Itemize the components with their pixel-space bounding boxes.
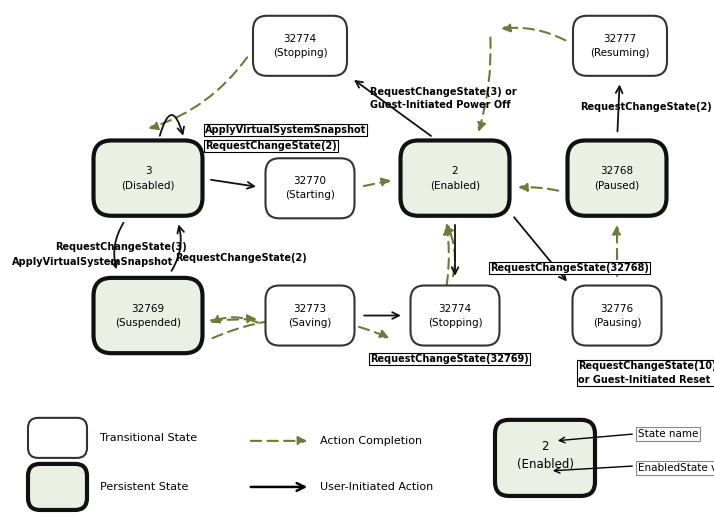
Text: 32777
(Resuming): 32777 (Resuming) [590,34,650,58]
Text: RequestChangeState(2): RequestChangeState(2) [580,102,712,112]
Text: RequestChangeState(3): RequestChangeState(3) [55,242,187,252]
FancyBboxPatch shape [28,418,87,458]
Text: 32770
(Starting): 32770 (Starting) [285,176,335,200]
Text: RequestChangeState(2): RequestChangeState(2) [175,252,307,262]
Text: 3
(Disabled): 3 (Disabled) [121,166,175,190]
FancyBboxPatch shape [266,286,354,345]
Text: 32773
(Saving): 32773 (Saving) [288,304,332,327]
FancyBboxPatch shape [94,278,203,353]
Text: 32776
(Pausing): 32776 (Pausing) [593,304,641,327]
Text: RequestChangeState(10)
or Guest-Initiated Reset: RequestChangeState(10) or Guest-Initiate… [578,361,714,384]
FancyBboxPatch shape [495,420,595,496]
FancyBboxPatch shape [573,286,661,345]
FancyBboxPatch shape [568,140,666,216]
Text: 2
(Enabled): 2 (Enabled) [430,166,480,190]
Text: RequestChangeState(2): RequestChangeState(2) [205,140,337,150]
Text: State name: State name [638,429,698,439]
FancyBboxPatch shape [411,286,500,345]
Text: Transitional State: Transitional State [100,433,197,443]
FancyBboxPatch shape [94,140,203,216]
Text: ApplyVirtualSystemSnapshot: ApplyVirtualSystemSnapshot [12,257,174,267]
Text: 32774
(Stopping): 32774 (Stopping) [273,34,327,58]
Text: Action Completion: Action Completion [320,436,422,446]
Text: RequestChangeState(32768): RequestChangeState(32768) [490,263,649,273]
Text: RequestChangeState(32769): RequestChangeState(32769) [370,354,529,364]
Text: 32774
(Stopping): 32774 (Stopping) [428,304,483,327]
Text: 32769
(Suspended): 32769 (Suspended) [115,304,181,327]
Text: RequestChangeState(3) or
Guest-Initiated Power Off: RequestChangeState(3) or Guest-Initiated… [370,87,517,110]
Text: Persistent State: Persistent State [100,482,188,492]
Text: 32768
(Paused): 32768 (Paused) [594,166,640,190]
Text: User-Initiated Action: User-Initiated Action [320,482,433,492]
Text: 2
(Enabled): 2 (Enabled) [516,440,573,472]
Text: ApplyVirtualSystemSnapshot: ApplyVirtualSystemSnapshot [205,125,366,135]
FancyBboxPatch shape [253,16,347,76]
Text: EnabledState value: EnabledState value [638,463,714,473]
FancyBboxPatch shape [28,464,87,510]
FancyBboxPatch shape [266,158,354,218]
FancyBboxPatch shape [401,140,510,216]
FancyBboxPatch shape [573,16,667,76]
